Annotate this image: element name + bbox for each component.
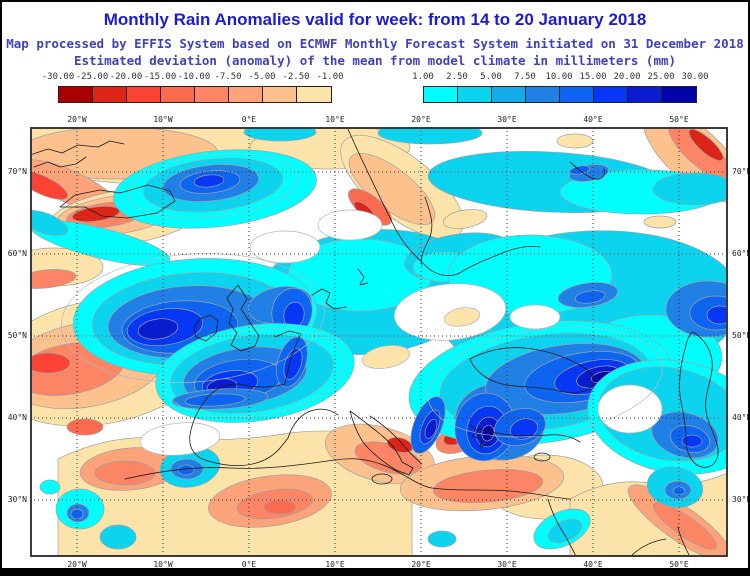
- subtitle-processing-info: Map processed by EFFIS System based on E…: [6, 36, 744, 51]
- legend-positive-tick-label: 20.00: [613, 72, 641, 82]
- longitude-tick-label-top: 40°E: [583, 115, 603, 124]
- legend-negative-color-cell: [161, 87, 195, 102]
- latitude-tick-label-right: 40°N: [732, 413, 750, 422]
- legend-negative-tick-label: -20.00: [109, 72, 143, 82]
- legend-positive-tick-label: 30.00: [681, 72, 709, 82]
- map-frame: [30, 127, 728, 557]
- legend-positive-colorbar: [423, 86, 697, 103]
- legend-negative-color-cell: [195, 87, 229, 102]
- legend-positive-color-cell: [458, 87, 492, 102]
- legend-positive-color-cell: [526, 87, 560, 102]
- subtitle-units-info: Estimated deviation (anomaly) of the mea…: [73, 53, 677, 68]
- legend-positive-color-cell: [628, 87, 662, 102]
- longitude-tick-label-top: 30°E: [497, 115, 517, 124]
- legend-negative-color-cell: [93, 87, 127, 102]
- latitude-tick-label-left: 40°N: [7, 413, 27, 422]
- legend-positive-tick-label: 10.00: [545, 72, 573, 82]
- legend-positive-tick-label: 1.00: [412, 72, 434, 82]
- longitude-tick-label-top: 20°W: [67, 115, 87, 124]
- legend-negative-tick-label: -10.00: [177, 72, 211, 82]
- latitude-tick-label-right: 50°N: [732, 331, 750, 340]
- longitude-tick-label-bottom: 10°W: [153, 560, 173, 569]
- legend-negative-tick-label: -25.00: [75, 72, 109, 82]
- legend-positive-tick-label: 2.50: [446, 72, 468, 82]
- longitude-tick-label-top: 0°E: [241, 115, 257, 124]
- legend-positive-tick-label: 25.00: [647, 72, 675, 82]
- legend-negative-color-cell: [263, 87, 297, 102]
- longitude-tick-label-top: 20°E: [411, 115, 431, 124]
- legend-negative-anomaly: -30.00 -25.00 -20.00 -15.00 -10.00 -7.50 -5.00…: [42, 72, 344, 103]
- latitude-tick-label-right: 70°N: [732, 167, 750, 176]
- anomaly-map-svg: [30, 127, 728, 557]
- latitude-tick-label-left: 30°N: [7, 495, 27, 504]
- longitude-tick-label-top: 50°E: [669, 115, 689, 124]
- legend-negative-tick-label: -15.00: [143, 72, 177, 82]
- legend-positive-tick-label: 7.50: [514, 72, 536, 82]
- longitude-tick-label-bottom: 30°E: [497, 560, 517, 569]
- latitude-tick-label-left: 50°N: [7, 331, 27, 340]
- legend-negative-colorbar: [58, 86, 332, 103]
- latitude-tick-label-left: 70°N: [7, 167, 27, 176]
- legend-negative-labels: -30.00 -25.00 -20.00 -15.00 -10.00 -7.50 -5.00…: [42, 72, 344, 83]
- legend-positive-labels: 1.00 2.50 5.00 7.50 10.00 15.00 20.00 25.00 30.0…: [412, 72, 708, 83]
- longitude-tick-label-top: 10°E: [325, 115, 345, 124]
- legend-positive-color-cell: [492, 87, 526, 102]
- legend-negative-tick-label: -30.00: [41, 72, 75, 82]
- latitude-tick-label-right: 30°N: [732, 495, 750, 504]
- page-title: Monthly Rain Anomalies valid for week: f…: [103, 10, 647, 29]
- legend-positive-anomaly: 1.00 2.50 5.00 7.50 10.00 15.00 20.00 25.00 30.0…: [412, 72, 709, 103]
- longitude-tick-label-bottom: 20°E: [411, 560, 431, 569]
- legend-positive-tick-label: 5.00: [480, 72, 502, 82]
- legend-positive-color-cell: [662, 87, 696, 102]
- legend-positive-color-cell: [560, 87, 594, 102]
- longitude-tick-label-bottom: 20°W: [67, 560, 87, 569]
- legend-negative-color-cell: [59, 87, 93, 102]
- legend-negative-tick-label: -7.50: [214, 72, 242, 82]
- legend-positive-color-cell: [594, 87, 628, 102]
- legend-negative-color-cell: [229, 87, 263, 102]
- longitude-tick-label-bottom: 0°E: [241, 560, 257, 569]
- longitude-tick-label-bottom: 40°E: [583, 560, 603, 569]
- legend-negative-tick-label: -5.00: [248, 72, 276, 82]
- longitude-tick-label-bottom: 50°E: [669, 560, 689, 569]
- legend-negative-tick-label: -1.00: [316, 72, 344, 82]
- legend-negative-color-cell: [127, 87, 161, 102]
- bottom-border-bar: [2, 568, 748, 574]
- legend-negative-tick-label: -2.50: [282, 72, 310, 82]
- longitude-tick-label-bottom: 10°E: [325, 560, 345, 569]
- legend-positive-tick-label: 15.00: [579, 72, 607, 82]
- legend-positive-color-cell: [424, 87, 458, 102]
- legend-negative-color-cell: [297, 87, 331, 102]
- anomaly-map: 20°W 20°W 10°W 10°W 0°E 0°E 10°E 10°E 20°E 20°E 30…: [8, 115, 748, 569]
- longitude-tick-label-top: 10°W: [153, 115, 173, 124]
- latitude-tick-label-left: 60°N: [7, 249, 27, 258]
- latitude-tick-label-right: 60°N: [732, 249, 750, 258]
